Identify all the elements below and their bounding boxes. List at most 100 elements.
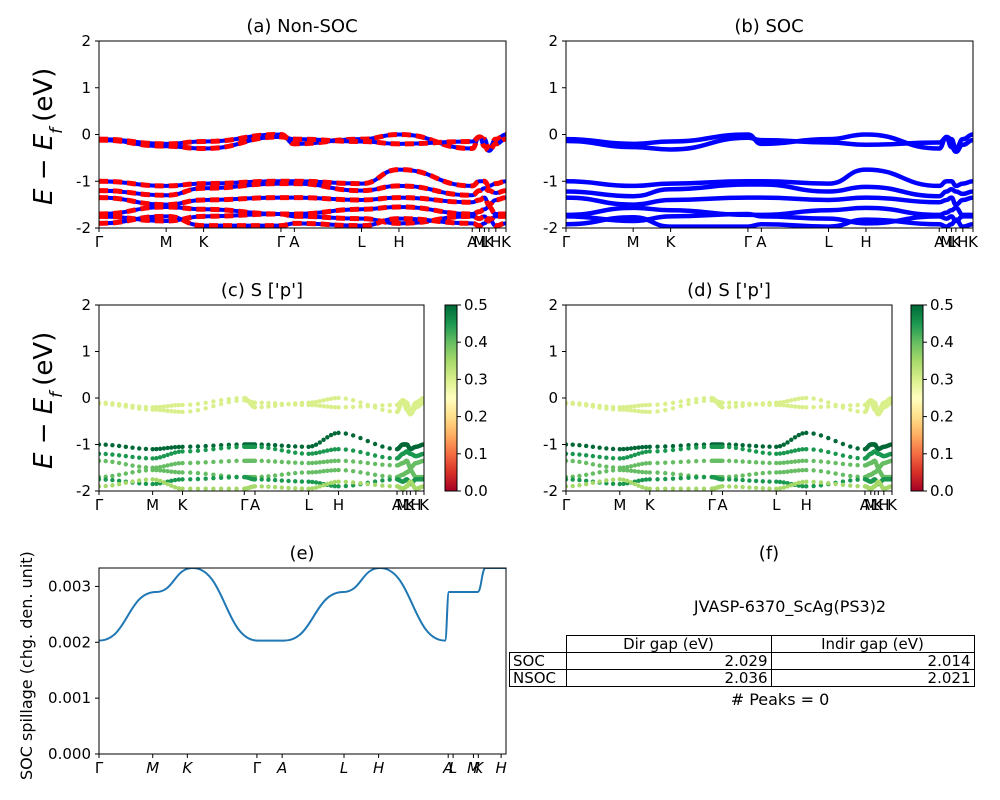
projected-point xyxy=(789,398,794,403)
projected-point xyxy=(785,484,790,489)
projected-point xyxy=(818,459,824,464)
projected-point xyxy=(686,446,691,451)
peaks-count: # Peaks = 0 xyxy=(730,690,830,709)
projected-point xyxy=(670,400,676,405)
projected-point xyxy=(789,403,794,409)
projected-point xyxy=(643,461,649,466)
projected-point xyxy=(266,484,271,489)
projected-point xyxy=(226,445,232,450)
panel-a-xtick-label: L xyxy=(357,233,366,251)
colorbar-c-ticks: 0.0 0.1 0.2 0.3 0.4 0.5 xyxy=(457,296,488,500)
projected-point xyxy=(218,459,224,464)
projected-point xyxy=(811,458,816,464)
projected-point xyxy=(293,460,298,465)
projected-point xyxy=(157,407,163,413)
projected-point xyxy=(804,458,809,463)
projected-point xyxy=(218,446,224,451)
projected-point xyxy=(343,468,349,473)
projected-point xyxy=(640,461,645,467)
projected-point xyxy=(840,453,846,458)
projected-point xyxy=(800,479,805,485)
projected-point xyxy=(753,471,759,477)
projected-point xyxy=(643,486,649,491)
projected-point xyxy=(176,444,181,450)
projected-point xyxy=(753,443,759,449)
projected-point xyxy=(321,482,326,488)
projected-point xyxy=(733,484,739,489)
projected-point xyxy=(150,467,155,473)
projected-point xyxy=(211,476,216,481)
panel-a-xtick-label: K xyxy=(501,233,512,251)
projected-point xyxy=(293,450,298,455)
projected-point xyxy=(336,405,341,410)
projected-point xyxy=(686,401,691,407)
projected-point xyxy=(720,444,725,450)
projected-point xyxy=(313,403,319,408)
projected-point xyxy=(137,455,142,460)
projected-point xyxy=(701,398,707,404)
projected-point xyxy=(161,408,167,413)
projected-point xyxy=(655,486,660,491)
colorbar-d-ticks: 0.0 0.1 0.2 0.3 0.4 0.5 xyxy=(923,296,954,500)
colorbar-tick-label: 0.0 xyxy=(464,482,488,500)
colorbar-tick-label: 0.2 xyxy=(930,408,954,426)
projected-point xyxy=(387,409,392,414)
projected-point xyxy=(380,454,385,460)
projected-point xyxy=(328,480,334,485)
projected-point xyxy=(211,472,216,477)
projected-point xyxy=(226,399,232,405)
projected-point xyxy=(380,403,385,408)
projected-point xyxy=(343,396,349,401)
projected-point xyxy=(169,451,174,456)
projected-point xyxy=(336,484,341,489)
projected-point xyxy=(777,444,783,449)
panel-a-bands xyxy=(99,131,506,228)
projected-point xyxy=(203,486,208,491)
projected-point xyxy=(313,399,319,405)
panel-c-points xyxy=(99,395,424,491)
projected-point xyxy=(358,480,363,486)
panel-b-xtick-label: L xyxy=(947,233,956,251)
panel-e-frame xyxy=(98,567,507,755)
projected-point xyxy=(286,443,291,449)
panel-d-points xyxy=(566,395,892,491)
nonsoc-band-line xyxy=(99,204,506,217)
projected-point xyxy=(130,445,135,450)
projected-point xyxy=(150,481,155,487)
projected-point xyxy=(740,446,745,452)
projected-point xyxy=(781,469,786,475)
projected-point xyxy=(252,484,258,489)
projected-point xyxy=(99,451,102,456)
projected-point xyxy=(590,471,596,476)
projected-point xyxy=(767,444,772,449)
projected-point xyxy=(678,446,683,452)
panel-c-ytick-label: 2 xyxy=(81,296,91,314)
projected-point xyxy=(286,402,291,407)
projected-point xyxy=(313,469,319,475)
projected-point xyxy=(420,442,424,447)
table-header-dir: Dir gap (eV) xyxy=(565,635,772,653)
projected-point xyxy=(130,479,135,484)
projected-point xyxy=(336,458,341,463)
projected-point xyxy=(796,432,801,438)
projected-point xyxy=(161,446,167,451)
projected-point xyxy=(636,462,641,467)
projected-point xyxy=(643,470,649,475)
panel-e-xtick-label: M xyxy=(467,759,480,777)
panel-e-xtick-label: M xyxy=(146,759,159,777)
colorbar-d: 0.0 0.1 0.2 0.3 0.4 0.5 xyxy=(910,296,954,500)
projected-point xyxy=(789,449,794,454)
projected-point xyxy=(855,483,860,489)
panel-a-xtick-label: K xyxy=(484,233,495,251)
projected-point xyxy=(740,477,745,483)
projected-point xyxy=(372,461,378,467)
projected-point xyxy=(332,447,337,452)
projected-point xyxy=(279,472,285,477)
projected-point xyxy=(785,398,790,404)
projected-point xyxy=(218,475,224,480)
projected-point xyxy=(259,484,264,489)
projected-point xyxy=(306,470,311,475)
projected-point xyxy=(103,401,108,407)
projected-point xyxy=(792,481,798,487)
projected-point xyxy=(670,443,676,449)
